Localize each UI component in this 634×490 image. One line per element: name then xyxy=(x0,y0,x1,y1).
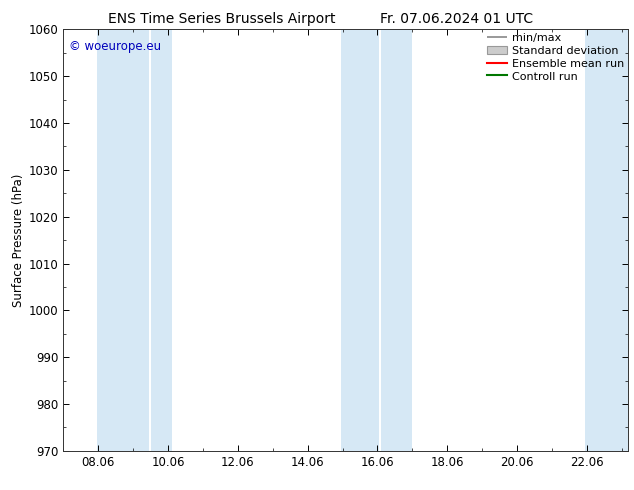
Text: Fr. 07.06.2024 01 UTC: Fr. 07.06.2024 01 UTC xyxy=(380,12,533,26)
Bar xyxy=(96,29,149,451)
Bar xyxy=(341,29,379,451)
Y-axis label: Surface Pressure (hPa): Surface Pressure (hPa) xyxy=(11,173,25,307)
Bar xyxy=(381,29,412,451)
Bar xyxy=(151,29,172,451)
Bar xyxy=(585,29,628,451)
Legend: min/max, Standard deviation, Ensemble mean run, Controll run: min/max, Standard deviation, Ensemble me… xyxy=(486,33,624,81)
Text: © woeurope.eu: © woeurope.eu xyxy=(69,40,161,53)
Text: ENS Time Series Brussels Airport: ENS Time Series Brussels Airport xyxy=(108,12,335,26)
